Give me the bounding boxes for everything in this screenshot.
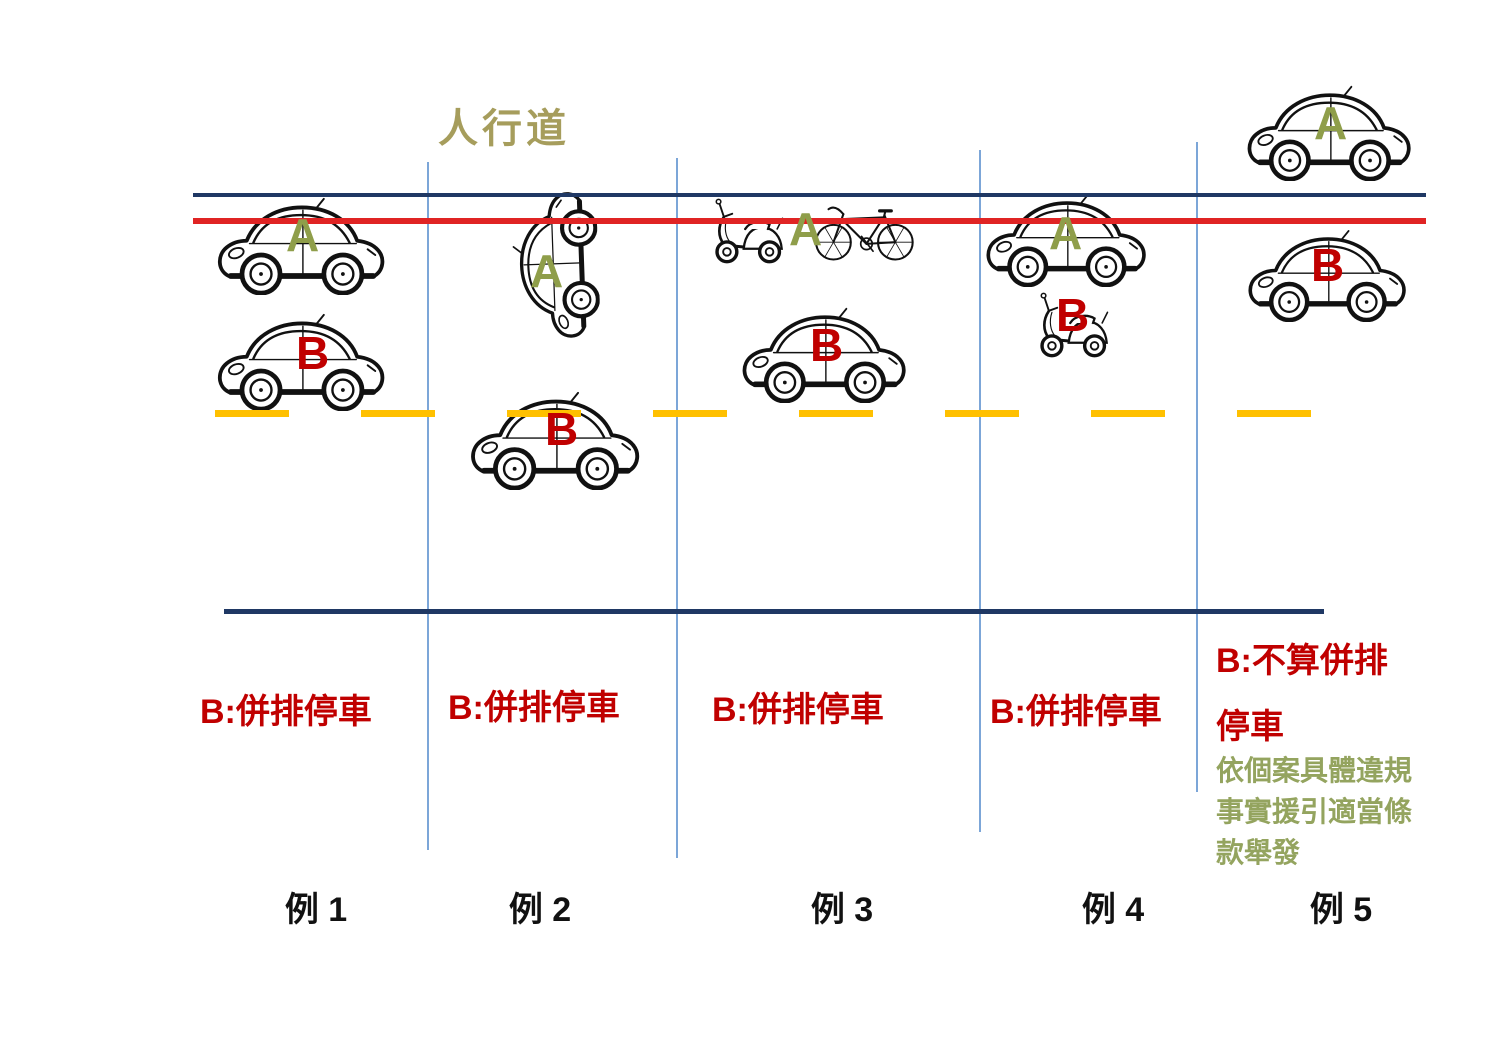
example5-vehicle-b-label: B — [1311, 239, 1345, 291]
example2-caption: B:併排停車 — [448, 689, 620, 727]
column-divider-4 — [1196, 142, 1198, 792]
example5-caption: B:不算併排停車 — [1216, 642, 1388, 746]
example3-scooter-a-icon — [698, 194, 800, 264]
example1-caption: B:併排停車 — [200, 693, 372, 731]
example3-vehicle-b-label: B — [810, 319, 844, 371]
example2-vehicle-a-label: A — [530, 245, 564, 297]
example5-vehicle-a-label: A — [1314, 97, 1348, 149]
sidewalk-edge-line — [193, 193, 1426, 197]
example1-name: 例 1 — [284, 891, 348, 929]
column-divider-2 — [676, 158, 678, 858]
example3-caption: B:併排停車 — [712, 691, 884, 729]
example3-name: 例 3 — [810, 891, 874, 929]
example4-vehicle-a-label: A — [1049, 207, 1083, 259]
lane-center-dash-line — [215, 410, 1315, 417]
example5-note: 依個案具體違規事實援引適當條款舉發 — [1216, 755, 1413, 868]
sidewalk-label: 人行道 — [438, 107, 570, 151]
red-no-parking-line — [193, 218, 1426, 224]
example4-vehicle-b-label: B — [1056, 289, 1090, 341]
example4-name: 例 4 — [1081, 891, 1145, 929]
example4-caption: B:併排停車 — [990, 693, 1162, 731]
example3-vehicle-a-label: A — [789, 203, 823, 255]
example1-vehicle-b-label: B — [296, 327, 330, 379]
example1-vehicle-a-label: A — [286, 209, 320, 261]
column-divider-3 — [979, 150, 981, 832]
column-divider-1 — [427, 162, 429, 850]
example2-vehicle-b-label: B — [545, 403, 579, 455]
example2-name: 例 2 — [508, 891, 572, 929]
road-edge-line — [224, 609, 1324, 614]
example5-name: 例 5 — [1309, 891, 1373, 929]
